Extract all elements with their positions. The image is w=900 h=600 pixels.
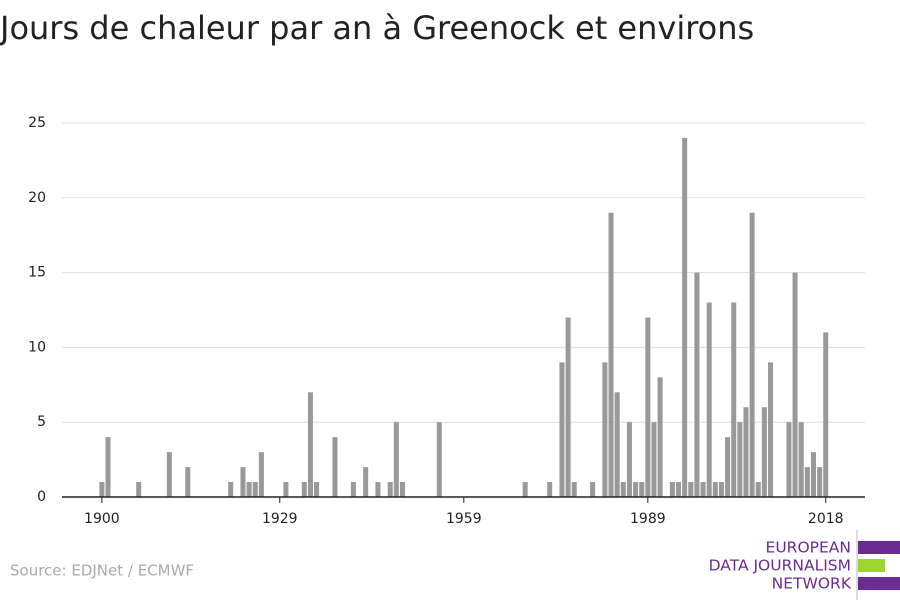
bar: [823, 332, 829, 497]
bar: [731, 302, 737, 497]
logo-bar: [858, 541, 900, 554]
bar: [694, 272, 700, 497]
y-tick-label: 20: [28, 190, 46, 206]
bar: [743, 407, 749, 497]
bar: [651, 422, 657, 497]
bar: [314, 482, 320, 497]
bar: [633, 482, 639, 497]
x-tick-label: 2018: [808, 511, 844, 527]
logo-text: NETWORK: [772, 575, 852, 593]
x-tick-label: 1959: [446, 511, 482, 527]
bar: [737, 422, 743, 497]
bar: [99, 482, 105, 497]
bar: [786, 422, 792, 497]
bar: [393, 422, 399, 497]
bar: [749, 212, 755, 497]
bar: [761, 407, 767, 497]
bar: [350, 482, 356, 497]
bar: [620, 482, 626, 497]
bar: [639, 482, 645, 497]
bar: [712, 482, 718, 497]
bar: [798, 422, 804, 497]
chart-title: Jours de chaleur par an à Greenock et en…: [0, 9, 754, 47]
y-tick-label: 15: [28, 265, 46, 281]
logo-text: EUROPEAN: [766, 539, 851, 557]
bar: [399, 482, 405, 497]
bar: [700, 482, 706, 497]
logo-bar: [858, 577, 900, 590]
bar: [675, 482, 682, 497]
bar: [363, 467, 369, 497]
bar: [706, 302, 712, 497]
logo-bar: [858, 559, 885, 572]
bar: [565, 317, 571, 497]
x-tick-label: 1929: [262, 511, 298, 527]
bar: [436, 422, 442, 497]
bar: [645, 317, 651, 497]
x-tick-label: 1900: [84, 511, 120, 527]
bar: [608, 212, 614, 497]
bar: [559, 362, 565, 497]
bar: [626, 422, 632, 497]
y-tick-label: 5: [37, 414, 46, 430]
bar: [522, 482, 528, 497]
y-tick-label: 0: [37, 489, 46, 505]
source: Source: EDJNet / ECMWF: [10, 562, 194, 580]
bar: [718, 482, 724, 497]
bar: [817, 467, 823, 497]
bar: [240, 467, 246, 497]
bar: [252, 482, 258, 497]
bar: [602, 362, 608, 497]
bar: [547, 482, 553, 497]
y-tick-label: 25: [28, 115, 46, 131]
bar: [614, 392, 620, 497]
x-tick-label: 1989: [630, 511, 666, 527]
logo-text: DATA JOURNALISM: [709, 557, 851, 575]
bar: [657, 377, 663, 497]
bar: [258, 452, 264, 497]
bar: [283, 482, 289, 497]
bar: [332, 437, 338, 497]
bar: [185, 467, 191, 497]
bar: [688, 482, 694, 497]
bar: [228, 482, 234, 497]
bar: [301, 482, 307, 497]
bar: [804, 467, 810, 497]
bar: [105, 437, 111, 497]
bar: [136, 482, 142, 497]
bar: [307, 392, 313, 497]
bar: [792, 272, 798, 497]
y-tick-label: 10: [28, 339, 46, 355]
bar: [810, 452, 816, 497]
bar: [246, 482, 252, 497]
bar: [387, 482, 393, 497]
bar: [725, 437, 731, 497]
bar: [590, 482, 596, 497]
bar: [669, 482, 675, 497]
bar: [768, 362, 774, 497]
bar: [682, 137, 688, 497]
bar: [375, 482, 381, 497]
bar: [166, 452, 172, 497]
bar: [755, 482, 761, 497]
bar: [571, 482, 577, 497]
